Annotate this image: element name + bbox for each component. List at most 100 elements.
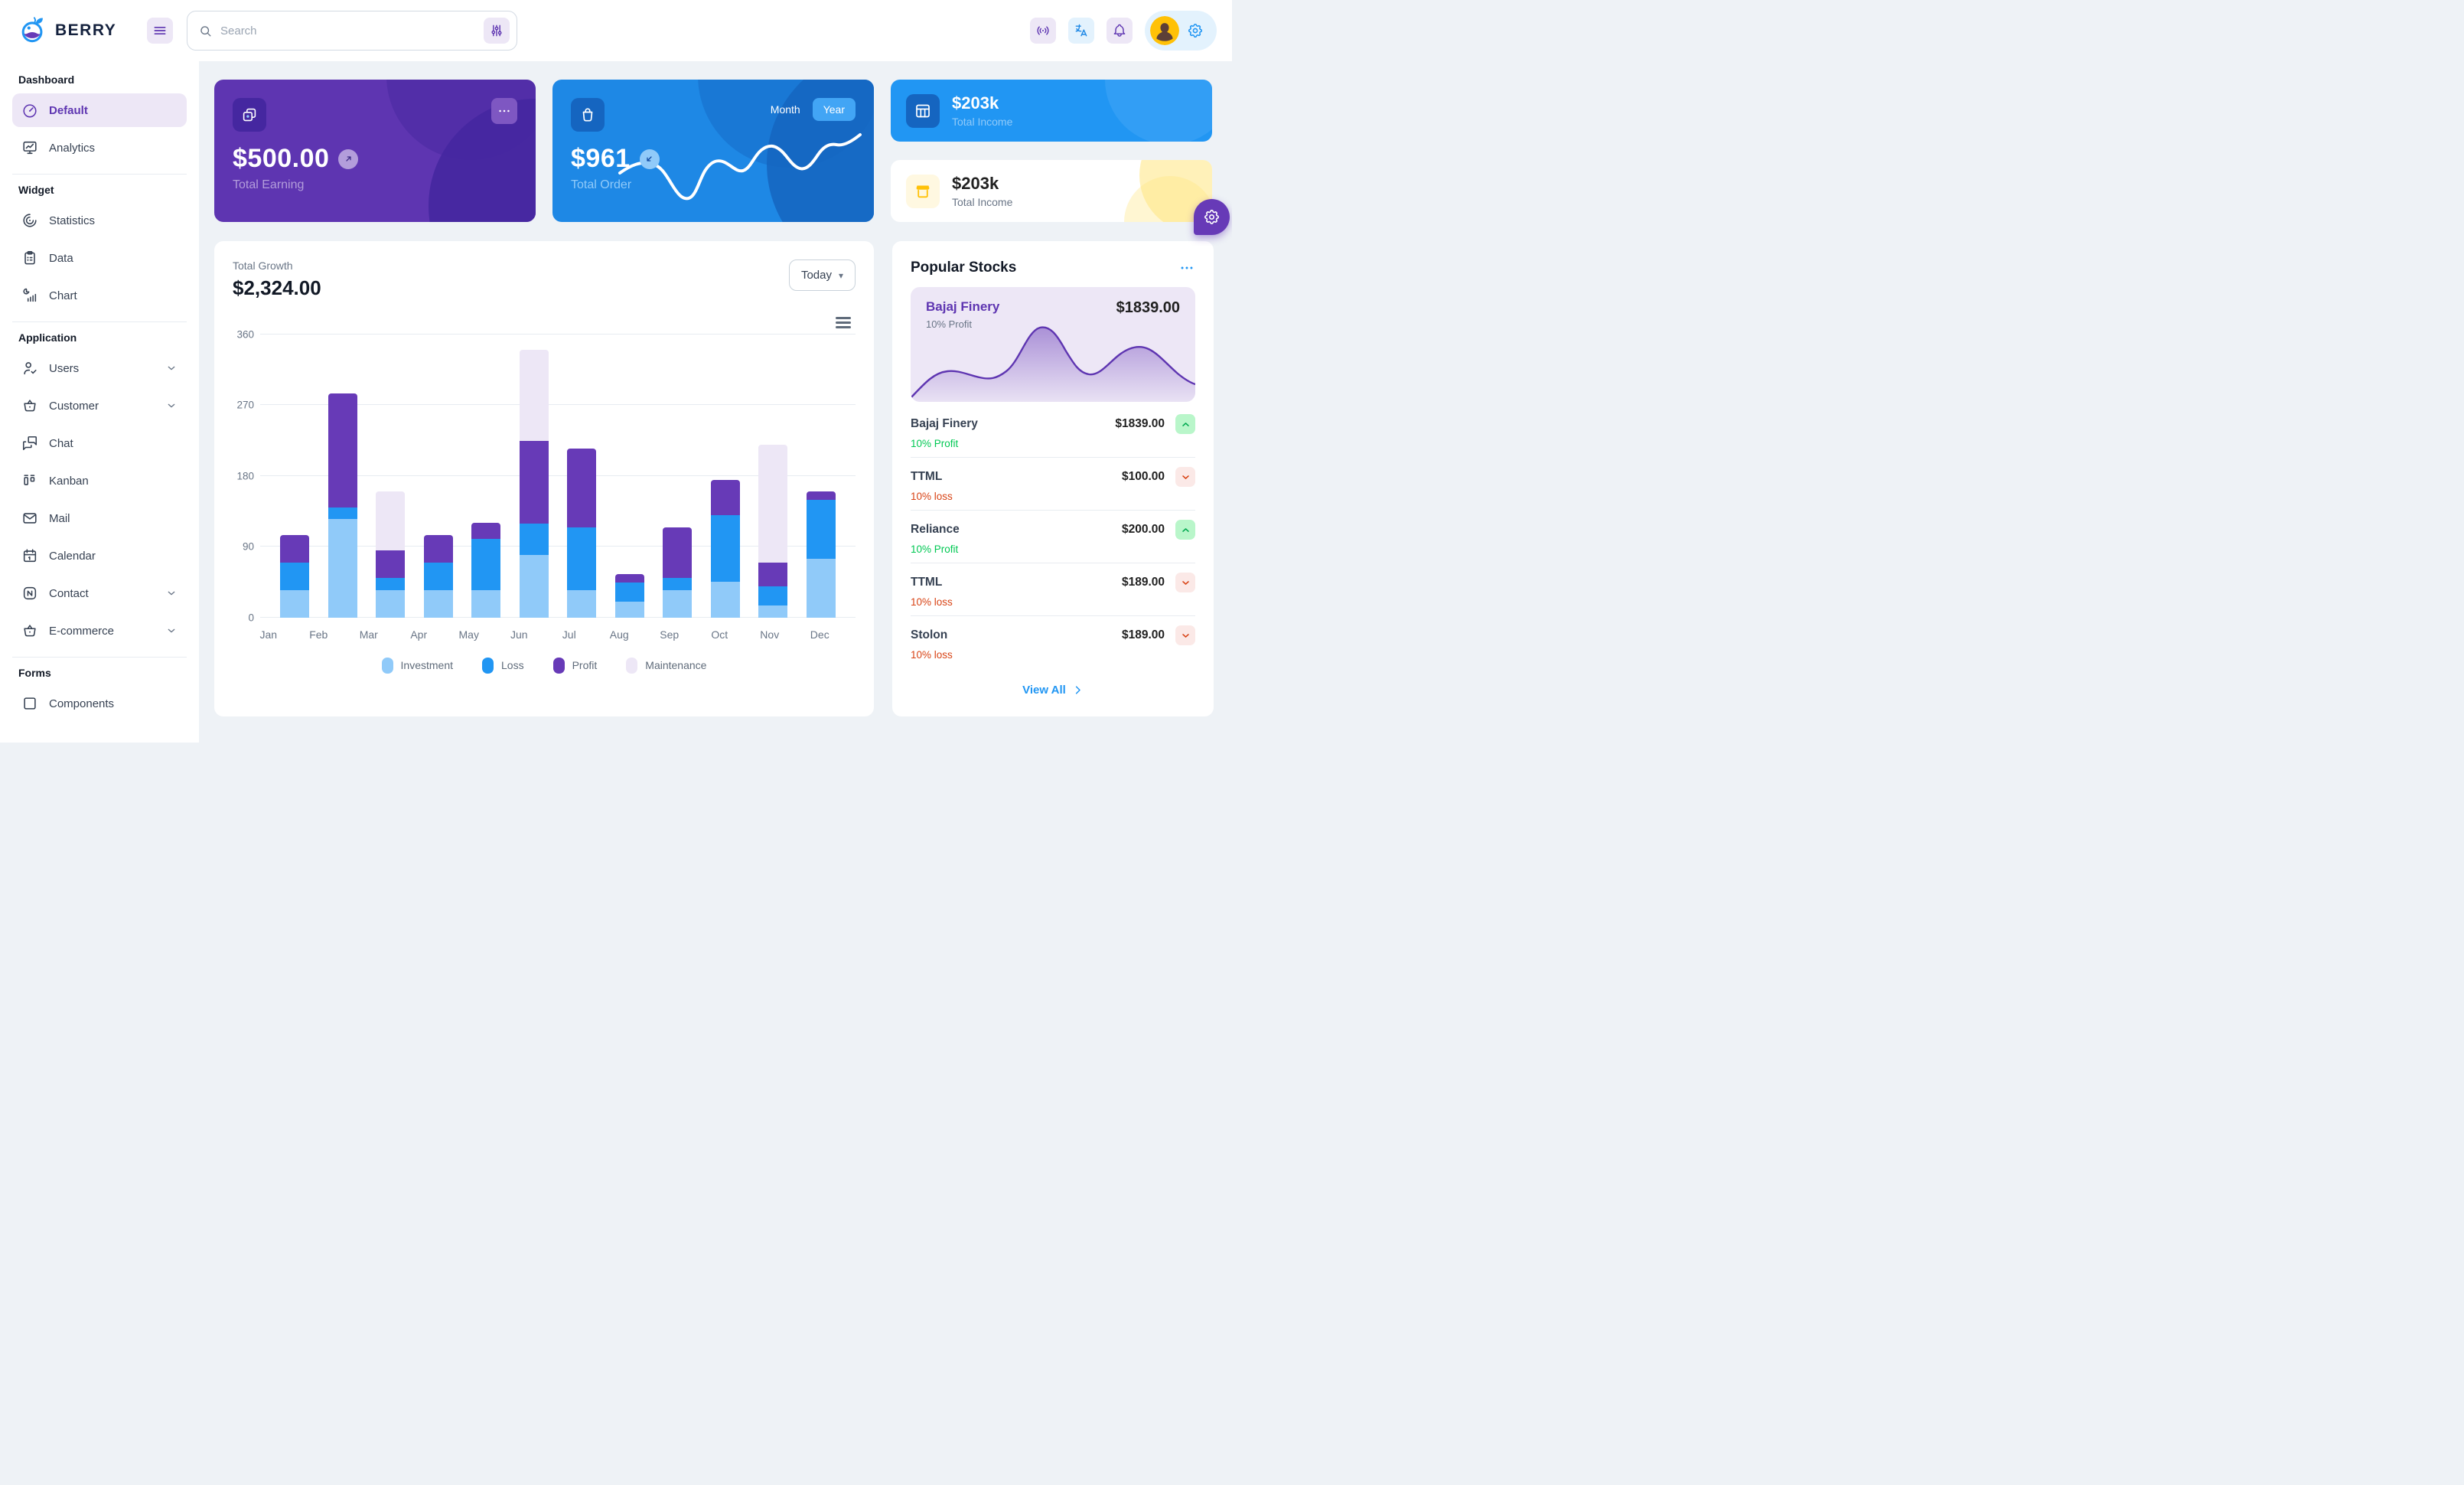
stock-row[interactable]: Stolon $189.00 10% loss [911, 616, 1195, 668]
sidebar-toggle-button[interactable] [147, 18, 173, 44]
legend-item-maintenance[interactable]: Maintenance [626, 657, 706, 674]
sidebar-item-analytics[interactable]: Analytics [12, 131, 187, 165]
stock-row[interactable]: TTML $100.00 10% loss [911, 458, 1195, 511]
stacked-bar-mar [376, 491, 406, 618]
profile-menu-button[interactable] [1145, 11, 1217, 51]
stock-row[interactable]: Reliance $200.00 10% Profit [911, 511, 1195, 563]
x-tick-label: Aug [609, 628, 629, 641]
sidebar-divider [12, 657, 187, 658]
popular-stocks-card: Popular Stocks Bajaj Finery 10% Profit $… [892, 241, 1214, 716]
sidebar-item-users[interactable]: Users [12, 351, 187, 385]
x-tick-label: Nov [760, 628, 780, 641]
sidebar-item-e-commerce[interactable]: E-commerce [12, 614, 187, 648]
stocks-menu-button[interactable] [1178, 259, 1195, 276]
settings-fab[interactable] [1194, 199, 1230, 235]
earning-card-menu-button[interactable] [491, 98, 517, 124]
brand-name: BERRY [55, 21, 117, 39]
sidebar-item-data[interactable]: Data [12, 241, 187, 275]
stock-change: 10% loss [911, 596, 953, 608]
sidebar-item-mail[interactable]: Mail [12, 501, 187, 535]
x-tick-label: Dec [810, 628, 829, 641]
stock-change: 10% loss [911, 649, 953, 661]
stock-name: Reliance [911, 523, 960, 536]
chart-plot-area [260, 333, 856, 618]
sidebar-item-default[interactable]: Default [12, 93, 187, 127]
legend-item-loss[interactable]: Loss [482, 657, 524, 674]
sidebar-item-label: Statistics [49, 214, 96, 227]
stacked-bar-dec [806, 491, 836, 618]
stacked-bar-oct [710, 479, 740, 618]
sidebar-item-chart[interactable]: Chart [12, 279, 187, 312]
total-income-blue-card: $203k Total Income [891, 80, 1212, 142]
gear-icon[interactable] [1187, 22, 1204, 39]
featured-stock-name: Bajaj Finery [926, 299, 1000, 314]
stock-row[interactable]: TTML $189.00 10% loss [911, 563, 1195, 616]
growth-range-value: Today [800, 269, 832, 282]
notifications-button[interactable] [1107, 18, 1133, 44]
translate-icon [1074, 23, 1089, 38]
view-all-link[interactable]: View All [911, 674, 1195, 698]
sidebar-item-components[interactable]: Components [12, 687, 187, 720]
x-tick-label: Oct [711, 628, 728, 641]
adjustments-icon [489, 23, 504, 38]
sidebar-divider [12, 321, 187, 322]
total-earning-label: Total Earning [233, 178, 305, 191]
stock-name: Bajaj Finery [911, 417, 978, 430]
storefront-icon [906, 174, 940, 208]
search-filter-button[interactable] [484, 18, 510, 44]
chevron-up-icon [1175, 414, 1195, 434]
stock-list: Bajaj Finery $1839.00 10% Profit TTML $100.0… [911, 405, 1195, 674]
y-tick-label: 0 [248, 612, 254, 624]
total-income-white-card: $203k Total Income [891, 160, 1212, 222]
sidebar-item-label: Kanban [49, 474, 89, 488]
shopping-bag-icon [571, 98, 605, 132]
y-tick-label: 270 [236, 399, 254, 411]
chevron-right-icon [1075, 686, 1080, 694]
gridline [260, 475, 856, 476]
search-input[interactable] [213, 24, 484, 38]
x-tick-label: Mar [359, 628, 378, 641]
statistics-icon [21, 212, 38, 229]
top-header: BERRY [0, 0, 1232, 61]
stacked-bar-nov [758, 444, 788, 618]
growth-range-dropdown[interactable]: Today ▾ [788, 259, 856, 291]
growth-value: $2,324.00 [233, 276, 321, 299]
y-tick-label: 180 [236, 470, 254, 482]
sidebar-item-kanban[interactable]: Kanban [12, 464, 187, 498]
legend-item-profit[interactable]: Profit [552, 657, 597, 674]
sidebar-item-label: Users [49, 361, 80, 375]
stock-row[interactable]: Bajaj Finery $1839.00 10% Profit [911, 405, 1195, 458]
stacked-bar-jul [567, 448, 597, 618]
x-tick-label: Feb [309, 628, 328, 641]
sidebar-section-dashboard: Dashboard [18, 73, 75, 86]
sidebar-item-contact[interactable]: Contact [12, 576, 187, 610]
stock-name: TTML [911, 470, 943, 483]
chart-legend: Investment Loss Profit Maintenance [233, 657, 856, 674]
sidebar-item-label: Data [49, 251, 73, 265]
sidebar: Dashboard Default Analytics Widget Statistic… [0, 61, 199, 742]
sidebar-item-customer[interactable]: Customer [12, 389, 187, 423]
live-customization-button[interactable] [1030, 18, 1056, 44]
x-tick-label: May [458, 628, 479, 641]
total-order-value: $961 [571, 144, 631, 173]
total-growth-card: Total Growth $2,324.00 Today ▾ 0 90 180 270… [214, 241, 874, 716]
growth-bar-chart: 0 90 180 270 360 [233, 328, 856, 623]
sidebar-item-chat[interactable]: Chat [12, 426, 187, 460]
chevron-down-icon [1175, 625, 1195, 645]
toggle-year-button[interactable]: Year [812, 98, 856, 121]
toggle-month-button[interactable]: Month [770, 103, 800, 116]
sidebar-item-statistics[interactable]: Statistics [12, 204, 187, 237]
chevron-down-icon [165, 587, 178, 599]
nfc-icon [21, 585, 38, 602]
brand-logo[interactable]: BERRY [0, 15, 147, 47]
featured-stock-area-chart [911, 326, 1195, 402]
language-button[interactable] [1068, 18, 1094, 44]
income-blue-label: Total Income [952, 116, 1013, 128]
legend-item-investment[interactable]: Investment [381, 657, 453, 674]
sidebar-item-calendar[interactable]: Calendar [12, 539, 187, 573]
featured-stock-card[interactable]: Bajaj Finery 10% Profit $1839.00 [911, 287, 1195, 402]
total-earning-card: $500.00 Total Earning [214, 80, 536, 222]
more-horizontal-icon [499, 109, 510, 113]
sidebar-item-label: Mail [49, 511, 70, 525]
chart-menu-button[interactable] [836, 317, 851, 328]
